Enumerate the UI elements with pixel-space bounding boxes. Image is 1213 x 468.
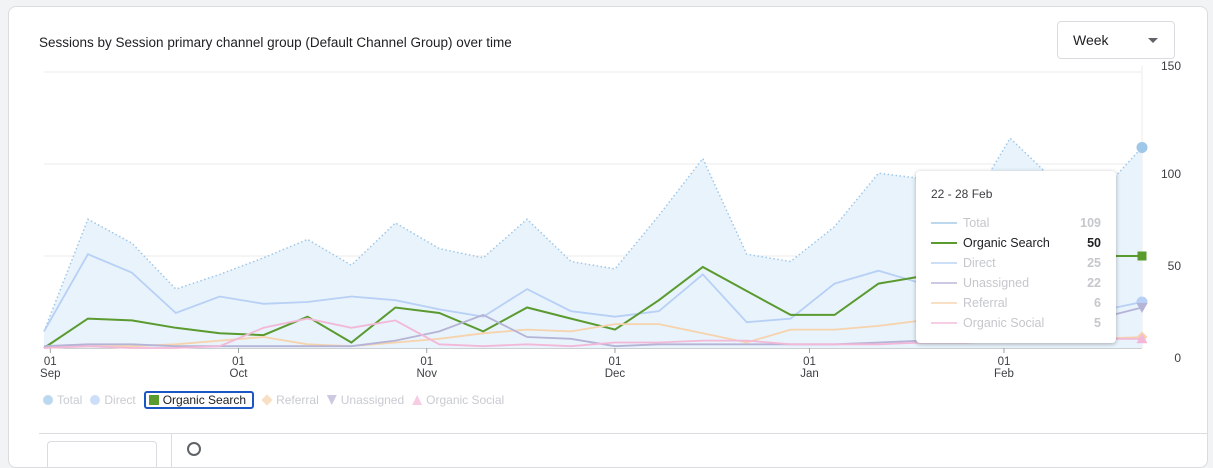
circle-icon bbox=[931, 262, 957, 264]
tooltip-series-name: Unassigned bbox=[963, 276, 1030, 290]
x-tick-month: Feb bbox=[994, 368, 1014, 380]
tooltip-row: Total 109 bbox=[931, 213, 1101, 233]
triangle-down-icon bbox=[326, 395, 337, 405]
tooltip-series-value: 109 bbox=[1080, 216, 1101, 230]
x-tick-month: Oct bbox=[230, 368, 249, 380]
chart-card: Sessions by Session primary channel grou… bbox=[8, 6, 1208, 468]
legend-item-unassigned[interactable]: Unassigned bbox=[326, 393, 405, 407]
tooltip-row: Unassigned 22 bbox=[931, 273, 1101, 293]
tooltip: 22 - 28 Feb Total 109 Organic Search 50 Dire… bbox=[916, 171, 1116, 343]
tooltip-series-value: 22 bbox=[1087, 276, 1101, 290]
tooltip-series-name: Direct bbox=[963, 256, 996, 270]
data-point-organic-search bbox=[1137, 251, 1147, 261]
y-tick-label: 50 bbox=[1168, 259, 1182, 273]
tooltip-series-value: 50 bbox=[1087, 236, 1101, 250]
tooltip-series-name: Organic Search bbox=[963, 236, 1050, 250]
divider bbox=[39, 433, 1207, 434]
tooltip-series-name: Total bbox=[963, 216, 990, 230]
legend-item-referral[interactable]: Referral bbox=[261, 393, 319, 407]
pin-icon bbox=[931, 222, 957, 224]
period-select[interactable]: Week bbox=[1057, 21, 1175, 59]
tooltip-series-value: 5 bbox=[1094, 316, 1101, 330]
period-select-value: Week bbox=[1073, 32, 1109, 48]
x-tick-day: 01 bbox=[803, 356, 816, 368]
legend-label: Direct bbox=[104, 393, 136, 407]
x-tick-day: 01 bbox=[232, 356, 245, 368]
data-point-unassigned bbox=[1136, 303, 1148, 314]
divider bbox=[171, 433, 172, 467]
y-tick-label: 150 bbox=[1161, 59, 1181, 73]
tooltip-series-value: 6 bbox=[1094, 296, 1101, 310]
square-icon bbox=[148, 395, 159, 405]
tooltip-series-name: Organic Social bbox=[963, 316, 1045, 330]
y-tick-label: 100 bbox=[1161, 167, 1181, 181]
tooltip-series-value: 25 bbox=[1087, 256, 1101, 270]
pin-icon bbox=[43, 395, 53, 405]
tooltip-row: Organic Search 50 bbox=[931, 233, 1101, 253]
legend-label: Referral bbox=[276, 393, 319, 407]
legend-label: Organic Search bbox=[162, 393, 247, 407]
legend-label: Unassigned bbox=[340, 393, 405, 407]
legend: Total Direct Organic Search Referral Unassig… bbox=[43, 391, 512, 409]
chart-title: Sessions by Session primary channel grou… bbox=[39, 35, 512, 50]
legend-item-organic-search[interactable]: Organic Search bbox=[143, 391, 255, 409]
x-tick-day: 01 bbox=[998, 356, 1011, 368]
data-point-organic-social bbox=[1136, 333, 1148, 344]
tooltip-date: 22 - 28 Feb bbox=[931, 187, 993, 201]
diamond-icon bbox=[931, 302, 957, 304]
triangle-up-icon bbox=[412, 395, 423, 405]
x-tick-month: Dec bbox=[605, 368, 626, 380]
tooltip-row: Direct 25 bbox=[931, 253, 1101, 273]
series-area-total bbox=[44, 138, 1142, 348]
x-tick-month: Jan bbox=[800, 368, 819, 380]
square-icon bbox=[931, 242, 957, 244]
x-tick-month: Nov bbox=[417, 368, 438, 380]
triangle-down-icon bbox=[931, 282, 957, 284]
legend-label: Organic Social bbox=[426, 393, 505, 407]
diamond-icon bbox=[261, 394, 273, 406]
tooltip-series-name: Referral bbox=[963, 296, 1008, 310]
circle-icon bbox=[90, 395, 101, 405]
x-tick-day: 01 bbox=[44, 356, 57, 368]
search-icon[interactable] bbox=[187, 442, 201, 456]
caret-down-icon bbox=[1148, 38, 1158, 43]
x-tick-day: 01 bbox=[609, 356, 622, 368]
legend-item-direct[interactable]: Direct bbox=[90, 393, 136, 407]
tooltip-row: Organic Social 5 bbox=[931, 313, 1101, 333]
x-tick-month: Sep bbox=[40, 368, 60, 380]
y-tick-label: 0 bbox=[1174, 351, 1181, 365]
legend-label: Total bbox=[57, 393, 83, 407]
legend-item-organic-social[interactable]: Organic Social bbox=[412, 393, 504, 407]
tooltip-row: Referral 6 bbox=[931, 293, 1101, 313]
data-point-total bbox=[1136, 141, 1148, 153]
x-tick-day: 01 bbox=[420, 356, 433, 368]
legend-item-total[interactable]: Total bbox=[43, 393, 82, 407]
table-control[interactable] bbox=[47, 441, 157, 467]
triangle-up-icon bbox=[931, 322, 957, 324]
